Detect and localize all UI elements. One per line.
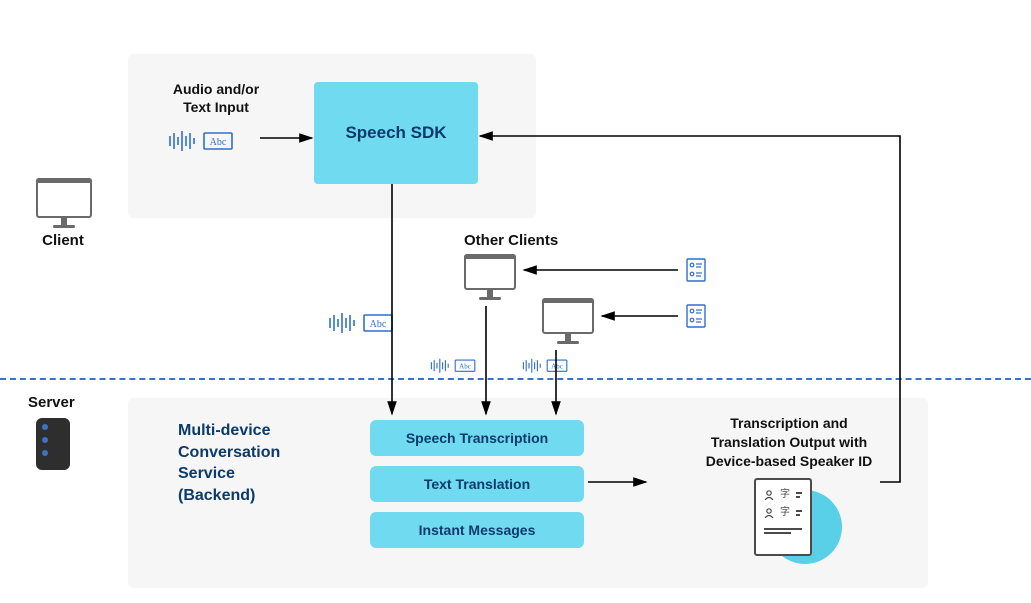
pill-instant-messages: Instant Messages [370,512,584,548]
svg-text:Abc: Abc [459,363,471,371]
speech-sdk-box: Speech SDK [314,82,478,184]
svg-text:Abc: Abc [210,137,227,148]
pill-speech-transcription: Speech Transcription [370,420,584,456]
output-title: Transcription and Translation Output wit… [684,414,894,471]
audio-input-label: Audio and/or Text Input [160,80,272,116]
svg-text:Abc: Abc [370,319,387,330]
client-monitor-icon [36,178,92,218]
server-icon [36,418,70,470]
server-label: Server [28,394,98,411]
other-client-2-icon [542,298,594,334]
audio-text-icon-sdk-down: Abc [328,312,394,339]
client-server-divider [0,378,1031,380]
speech-sdk-label: Speech SDK [345,123,446,143]
audio-text-icon-client1: Abc [430,358,476,377]
pill-text-translation: Text Translation [370,466,584,502]
other-client-1-icon [464,254,516,290]
audio-text-icon-main: Abc [168,130,234,157]
result-badge-icon-1 [686,258,706,287]
svg-text:Abc: Abc [551,363,563,371]
client-label: Client [28,232,98,249]
result-badge-icon-2 [686,304,706,333]
output-document-icon: 字 字 [754,478,812,556]
audio-text-icon-client2: Abc [522,358,568,377]
other-clients-label: Other Clients [464,232,558,249]
backend-title: Multi-device Conversation Service (Backe… [178,420,280,506]
